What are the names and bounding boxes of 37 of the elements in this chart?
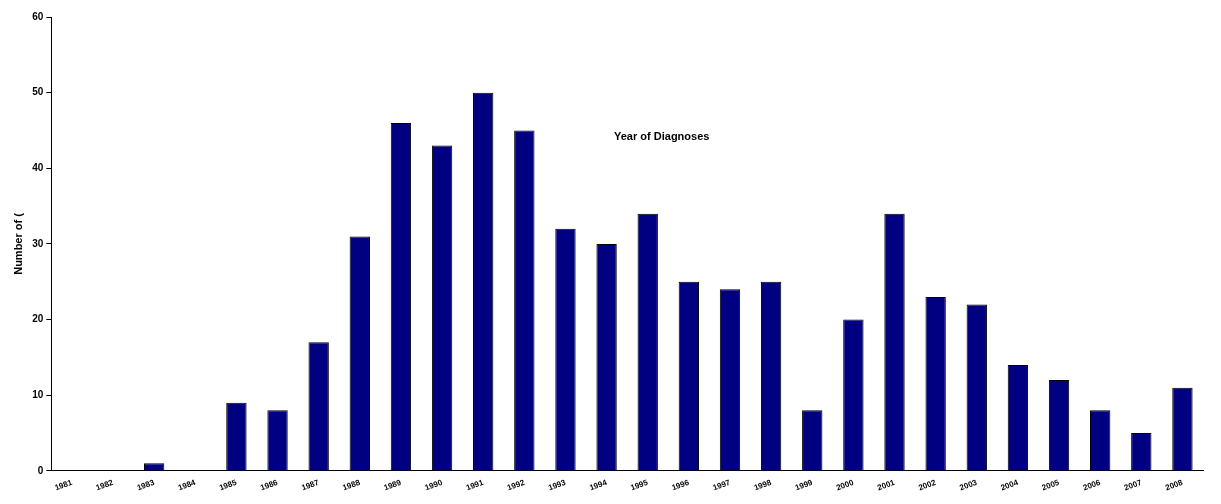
x-tick-label: 1985	[218, 477, 239, 493]
x-tick-label: 1991	[464, 477, 486, 493]
y-axis-title: Number of (	[11, 212, 24, 275]
y-tick-label: 60	[32, 10, 44, 22]
x-tick-label: 2000	[835, 477, 856, 493]
x-tick-label: 1981	[53, 477, 74, 493]
y-tick-label: 30	[32, 237, 44, 249]
y-tick-label: 40	[32, 162, 44, 174]
x-tick-label: 2008	[1164, 477, 1185, 493]
x-tick-label: 1997	[711, 477, 732, 493]
x-tick-label: 2005	[1040, 477, 1061, 493]
x-tick-label: 1992	[505, 477, 527, 493]
x-tick-label: 2006	[1081, 477, 1103, 493]
x-tick-label: 1998	[752, 477, 774, 493]
x-tick-label: 1994	[588, 477, 609, 493]
y-tick-label: 20	[32, 313, 44, 325]
x-tick-label: 1984	[176, 477, 198, 493]
x-tick-label: 1996	[670, 477, 691, 493]
x-tick-label: 1982	[94, 477, 115, 493]
x-tick-label: 1983	[135, 477, 157, 493]
x-tick-label: 1990	[423, 477, 445, 493]
y-tick-label: 10	[32, 388, 44, 400]
x-tick-label: 1999	[793, 477, 815, 493]
x-tick-label: 2004	[999, 477, 1020, 493]
x-tick-label: 1995	[629, 477, 650, 493]
x-tick-label: 1986	[259, 477, 280, 493]
x-tick-label: 2002	[917, 477, 938, 493]
y-tick-label: 50	[32, 86, 44, 98]
x-tick-label: 2007	[1122, 477, 1144, 493]
annotation: Year of Diagnoses	[614, 129, 710, 142]
x-tick-label: 1993	[547, 477, 568, 493]
x-tick-label: 1987	[300, 477, 321, 493]
y-tick-label: 0	[37, 464, 44, 476]
x-tick-label: 1989	[382, 477, 403, 493]
x-tick-label: 1988	[341, 477, 362, 493]
x-tick-label: 2003	[958, 477, 979, 493]
x-tick-label: 2001	[876, 477, 897, 493]
